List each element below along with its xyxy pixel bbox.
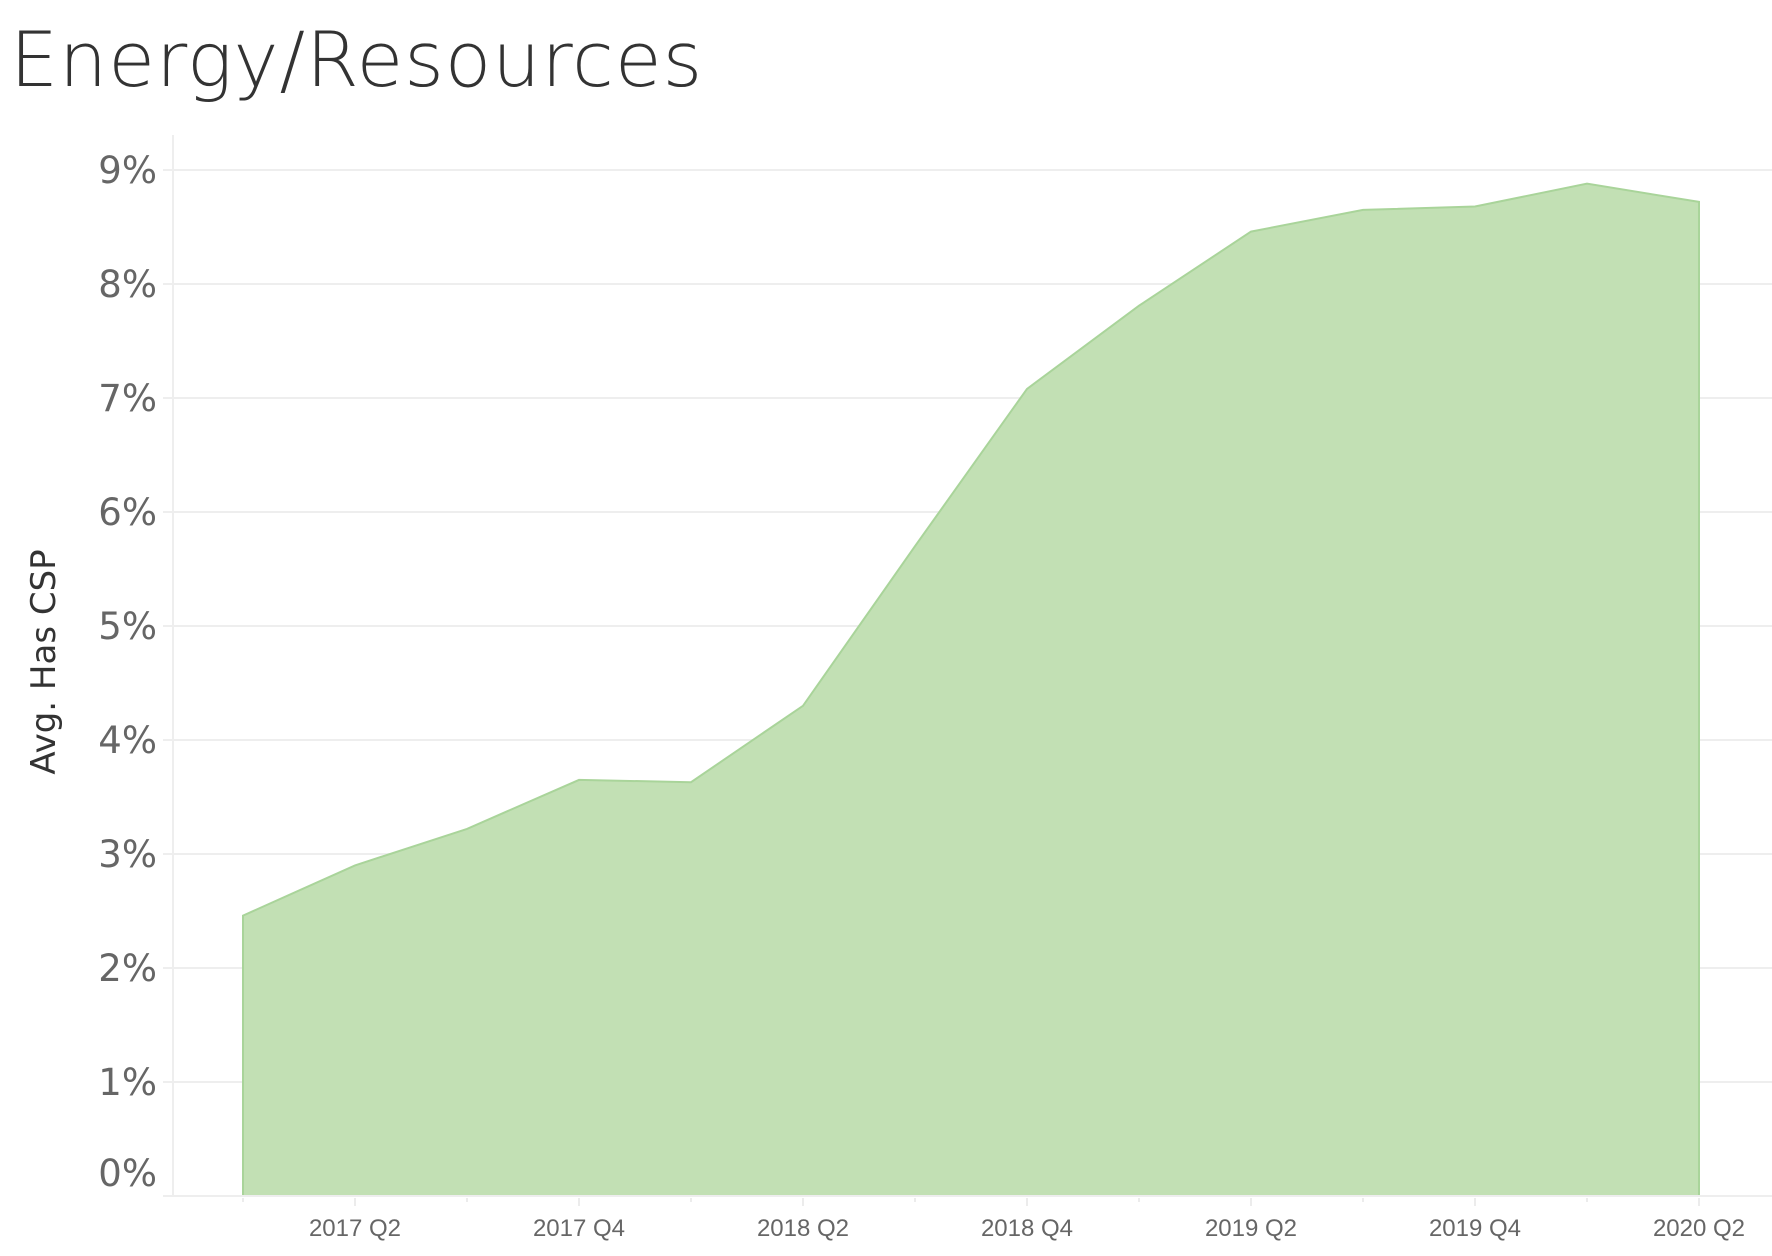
y-tick-label: 8% bbox=[98, 263, 157, 306]
y-tick-label: 0% bbox=[98, 1152, 157, 1195]
x-tick-label: 2018 Q2 bbox=[757, 1215, 849, 1242]
x-tick-label: 2019 Q2 bbox=[1205, 1215, 1297, 1242]
y-tick-label: 1% bbox=[98, 1061, 157, 1104]
y-tick-label: 7% bbox=[98, 377, 157, 420]
chart-title: Energy/Resources bbox=[10, 15, 704, 104]
y-tick-label: 4% bbox=[98, 719, 157, 762]
y-tick-label: 5% bbox=[98, 605, 157, 648]
y-tick-label: 2% bbox=[98, 947, 157, 990]
y-tick-label: 3% bbox=[98, 833, 157, 876]
x-tick-label: 2017 Q2 bbox=[309, 1215, 401, 1242]
x-tick-label: 2020 Q2 bbox=[1653, 1215, 1745, 1242]
y-axis-ticks: 0% 1% 2% 3% 4% 5% 6% 7% 8% 9% bbox=[98, 149, 157, 1195]
x-tick-label: 2017 Q4 bbox=[533, 1215, 625, 1242]
data-area[interactable] bbox=[242, 182, 1700, 1197]
x-tick-label: 2018 Q4 bbox=[981, 1215, 1073, 1242]
y-tick-label: 9% bbox=[98, 149, 157, 192]
y-tick-label: 6% bbox=[98, 491, 157, 534]
x-tick-label: 2019 Q4 bbox=[1429, 1215, 1521, 1242]
x-axis-ticks: 2017 Q2 2017 Q4 2018 Q2 2018 Q4 2019 Q2 2019 … bbox=[242, 1198, 1745, 1242]
